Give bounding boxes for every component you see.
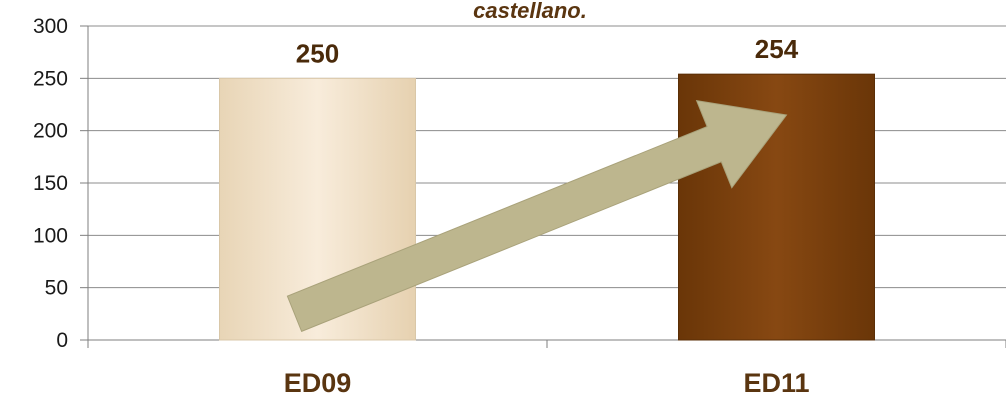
trend-arrow-shape — [286, 99, 788, 333]
x-category-label: ED11 — [743, 368, 809, 394]
trend-arrow — [286, 99, 788, 333]
data-label: 250 — [296, 38, 339, 68]
y-tick-label: 50 — [45, 277, 68, 300]
x-category-label: ED09 — [284, 368, 352, 394]
y-tick-label: 100 — [33, 224, 68, 247]
y-tick-label: 0 — [56, 329, 68, 352]
y-tick-label: 300 — [33, 15, 68, 38]
y-tick-label: 250 — [33, 67, 68, 90]
y-tick-label: 200 — [33, 120, 68, 143]
labels: 0 50 100 150 200 250 300 250 ED09 254 ED11 — [33, 15, 810, 394]
chart-title: castellano. — [473, 0, 587, 23]
data-label: 254 — [755, 34, 799, 64]
y-tick-label: 150 — [33, 172, 68, 195]
